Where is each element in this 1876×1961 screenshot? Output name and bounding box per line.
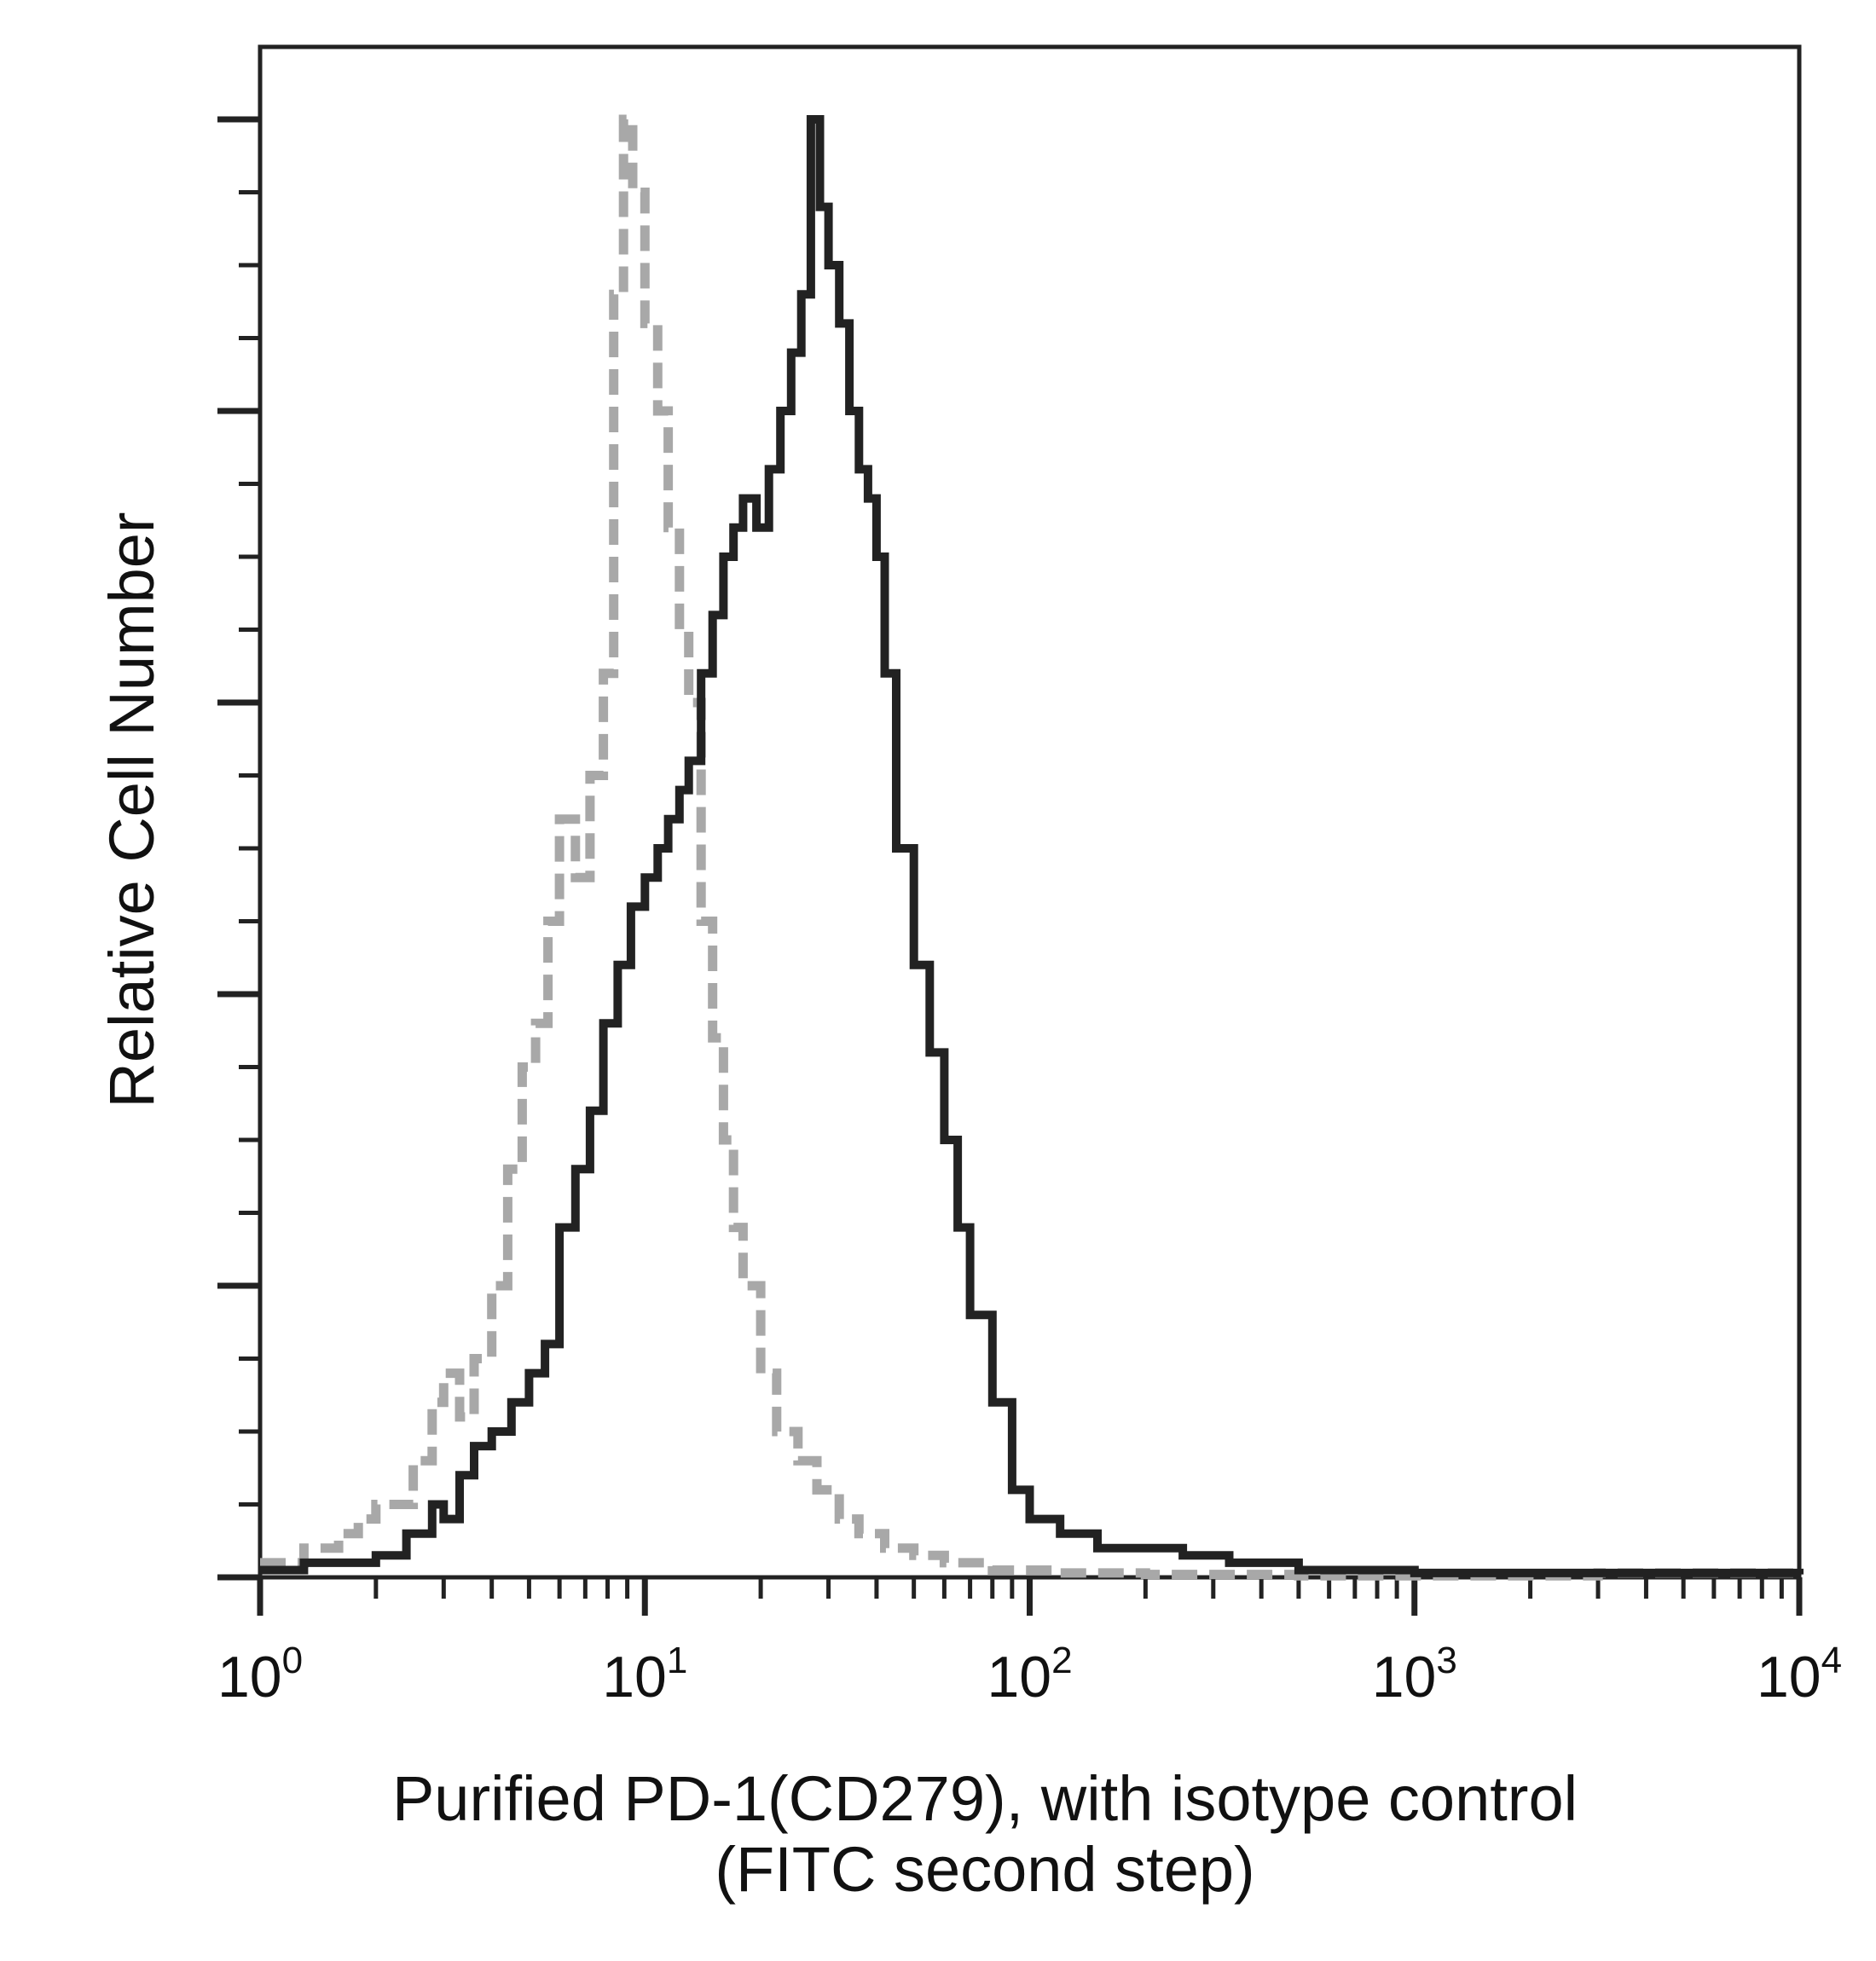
y-axis-title: Relative Cell Number [96,512,167,1108]
series-line-pd-1 [260,115,1804,1577]
x-tick-label: 101 [602,1640,687,1709]
x-tick-label: 104 [1757,1640,1842,1709]
y-axis-ticks [217,116,260,1581]
series-layer [260,114,1804,1581]
x-axis-title: Purified PD-1(CD279), with isotype contr… [392,1763,1578,1834]
x-axis-ticks [257,1577,1803,1616]
series-line-isotype-control [260,114,1804,1581]
x-axis-title-line2: (FITC second step) [715,1834,1254,1905]
x-tick-label: 100 [217,1640,303,1709]
x-tick-labels: 100 101 102 103 104 [217,1640,1842,1709]
x-tick-label: 103 [1372,1640,1457,1709]
x-tick-label: 102 [987,1640,1072,1709]
